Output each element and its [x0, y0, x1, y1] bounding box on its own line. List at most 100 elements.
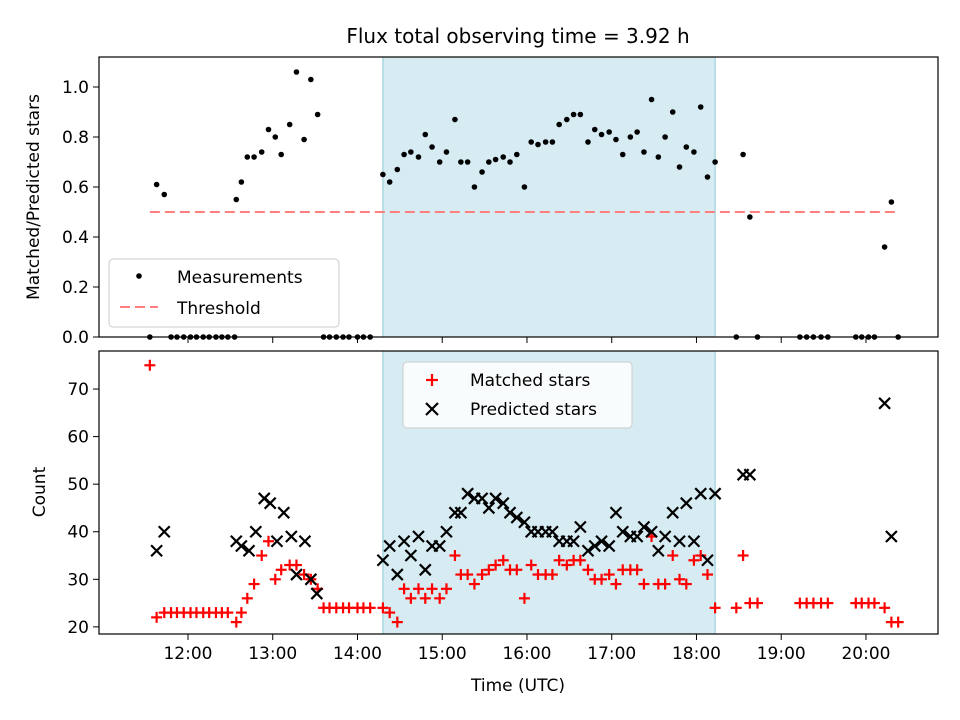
measurement-points	[147, 69, 901, 340]
top-y-axis: 0.0 0.2 0.4 0.6 0.8 1.0	[62, 78, 99, 348]
matched-star-point	[222, 607, 234, 619]
predicted-star-point	[376, 553, 390, 567]
matched-star-point	[737, 550, 749, 562]
matched-star-point	[269, 573, 281, 585]
legend-measurements-label: Measurements	[177, 268, 303, 288]
top-y-tick-label: 0.2	[62, 278, 89, 298]
top-panel: 0.0 0.2 0.4 0.6 0.8 1.0 Matched/Predicted sta…	[24, 56, 939, 348]
matched-star-point	[680, 578, 692, 590]
predicted-star-point	[496, 496, 510, 510]
matched-star-point	[561, 559, 573, 571]
measurement-point	[500, 154, 507, 160]
measurement-point	[293, 69, 300, 75]
predicted-star-point	[461, 487, 474, 500]
predicted-star-point	[581, 544, 595, 558]
predicted-star-point	[304, 573, 318, 586]
matched-star-point	[674, 573, 686, 585]
measurement-point	[492, 156, 499, 163]
measurement-point	[308, 76, 314, 83]
measurement-point	[251, 154, 257, 160]
matched-star-point	[290, 559, 302, 571]
top-y-tick-label: 1.0	[62, 78, 89, 98]
matched-star-point	[490, 559, 502, 571]
measurement-point	[676, 164, 683, 170]
matched-star-point	[582, 564, 594, 576]
matched-star-point	[497, 554, 509, 566]
predicted-star-point	[743, 468, 757, 481]
measurement-point	[598, 131, 605, 138]
measurement-point	[422, 131, 429, 138]
bottom-y-tick-label: 50	[67, 475, 89, 495]
measurement-point	[641, 149, 647, 155]
measurement-point	[429, 144, 435, 150]
measurement-point	[486, 159, 492, 165]
top-shaded-region	[382, 56, 716, 338]
predicted-star-point	[383, 539, 396, 553]
predicted-star-point	[666, 506, 680, 519]
bottom-y-tick-label: 20	[67, 618, 89, 638]
matched-star-point	[688, 554, 700, 566]
measurement-point	[380, 171, 386, 178]
measurement-point	[507, 159, 513, 165]
measurement-point	[669, 109, 676, 115]
matched-star-point	[434, 592, 446, 604]
measurement-point	[238, 179, 245, 185]
predicted-star-point	[708, 487, 722, 500]
predicted-star-point	[489, 492, 502, 505]
matched-star-point	[384, 607, 396, 619]
measurement-point	[697, 104, 704, 110]
legend-predicted-label: Predicted stars	[470, 400, 597, 420]
matched-star-point	[298, 569, 310, 581]
measurement-point	[286, 121, 293, 128]
measurement-point	[161, 191, 168, 198]
bottom-axes-frame	[98, 350, 939, 635]
predicted-star-point	[263, 496, 277, 510]
top-y-tick-label: 0.4	[62, 228, 89, 248]
measurement-point	[301, 136, 307, 143]
predicted-star-point	[418, 563, 432, 577]
matched-star-point	[511, 564, 523, 576]
top-y-label: Matched/Predicted stars	[24, 94, 44, 300]
matched-star-point	[701, 569, 713, 581]
bottom-y-tick-label: 70	[67, 380, 89, 400]
bottom-y-tick-label: 60	[67, 428, 89, 448]
matched-star-point	[275, 564, 287, 576]
bottom-x-label: Time (UTC)	[470, 676, 565, 696]
measurement-point	[888, 199, 895, 205]
measurement-point	[244, 154, 251, 160]
measurement-point	[683, 144, 690, 150]
predicted-star-point	[454, 506, 468, 519]
measurement-point	[585, 139, 591, 145]
measurement-point	[386, 179, 393, 185]
matched-star-point	[868, 597, 880, 609]
bottom-legend-box	[402, 361, 633, 429]
measurement-point	[415, 154, 422, 160]
predicted-star-point	[157, 525, 171, 539]
predicted-star-point	[412, 530, 425, 543]
measurement-point	[314, 111, 321, 118]
measurement-point	[272, 134, 279, 140]
matched-star-point	[468, 578, 480, 590]
predicted-star-point	[602, 539, 616, 553]
matched-star-point	[483, 564, 495, 576]
measurement-point	[747, 214, 753, 220]
top-y-tick-label: 0.8	[62, 128, 89, 148]
bottom-y-tick-label: 40	[67, 523, 89, 543]
measurement-point	[514, 151, 520, 158]
bottom-y-label: Count	[30, 466, 50, 517]
predicted-star-point	[285, 530, 298, 543]
matched-star-point	[241, 592, 253, 604]
predicted-star-point	[630, 530, 644, 543]
matched-star-point	[667, 550, 679, 562]
measurement-point	[408, 149, 414, 155]
matched-star-point	[553, 554, 565, 566]
matched-star-point	[638, 578, 650, 590]
matched-star-point	[364, 602, 376, 614]
matched-star-point	[892, 616, 904, 628]
matched-star-point	[462, 569, 474, 581]
measurement-point	[464, 159, 471, 165]
predicted-star-point	[701, 553, 714, 567]
measurement-point	[549, 139, 556, 145]
predicted-star-point	[694, 487, 707, 500]
